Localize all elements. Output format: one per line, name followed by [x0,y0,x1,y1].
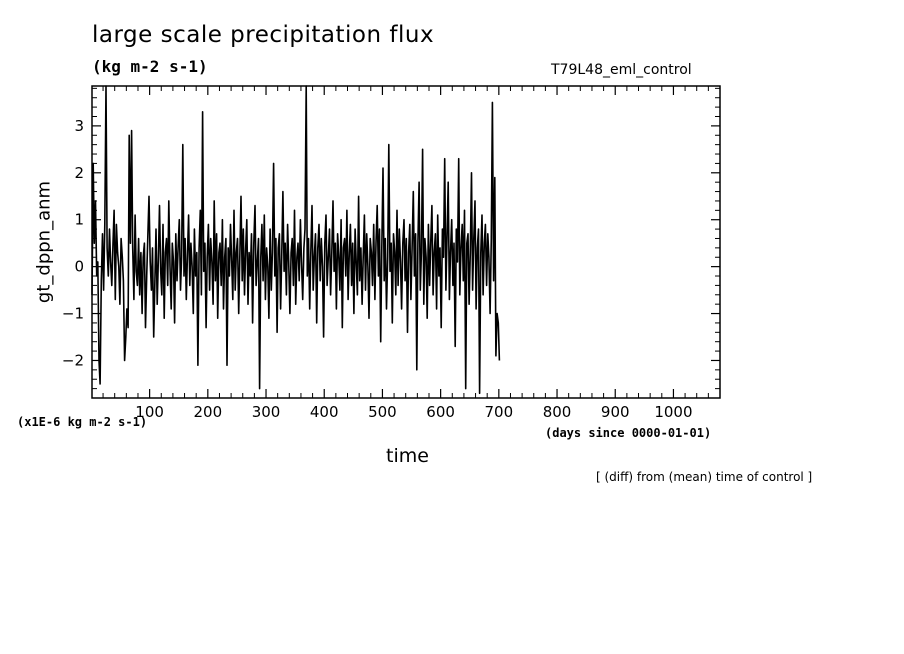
x-tick-label-300: 300 [252,403,281,421]
y-tick-label-2: 2 [74,164,84,182]
y-tick-label-3: 3 [74,117,84,135]
y-tick-label--1: −1 [62,305,84,323]
y-scale-label: (x1E-6 kg m-2 s-1) [17,415,148,429]
x-tick-label-200: 200 [194,403,223,421]
x-tick-label-100: 100 [135,403,164,421]
y-tick-label-1: 1 [74,211,84,229]
x-tick-label-500: 500 [368,403,397,421]
x-tick-label-400: 400 [310,403,339,421]
run-label: T79L48_eml_control [551,62,692,78]
x-tick-label-600: 600 [426,403,455,421]
y-tick-label--2: −2 [62,351,84,369]
y-tick-label-0: 0 [74,258,84,276]
series-lines [91,85,501,395]
series-line-0 [91,85,501,395]
chart-note: [ (diff) from (mean) time of control ] [596,470,813,484]
x-tick-label-900: 900 [601,403,630,421]
chart-title: large scale precipitation flux [92,22,435,48]
x-axis-units: (days since 0000-01-01) [545,426,712,440]
x-tick-label-1000: 1000 [654,403,692,421]
x-axis-label: time [386,445,429,467]
chart-units: (kg m-2 s-1) [92,57,208,76]
x-tick-label-800: 800 [543,403,572,421]
x-tick-label-700: 700 [485,403,514,421]
